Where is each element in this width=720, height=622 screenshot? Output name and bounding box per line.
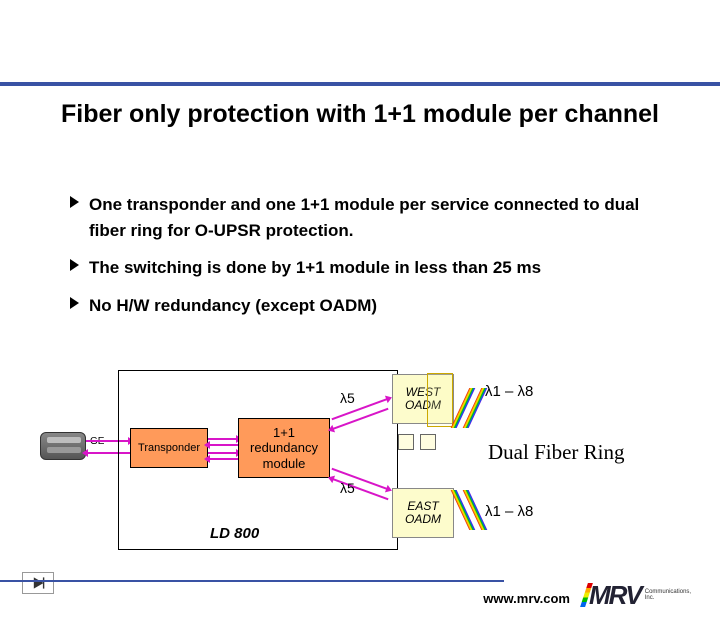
lambda-label: λ5: [340, 390, 355, 406]
mrv-logo: MRV Communications, Inc.: [582, 576, 702, 614]
footer-url: www.mrv.com: [483, 591, 570, 606]
play-icon: [31, 576, 45, 590]
link-arrow: [208, 444, 238, 446]
oadm-west: WEST OADM: [392, 374, 454, 424]
link-arrow: [208, 452, 238, 454]
redundancy-module: 1+1 redundancy module: [238, 418, 330, 478]
slide-title: Fiber only protection with 1+1 module pe…: [40, 100, 680, 129]
ring-label: Dual Fiber Ring: [488, 440, 625, 465]
bullet-item: No H/W redundancy (except OADM): [70, 293, 680, 319]
title-underline: [0, 82, 720, 86]
ld800-label: LD 800: [210, 525, 259, 542]
bullet-text: One transponder and one 1+1 module per s…: [89, 192, 680, 243]
link-arrow: [208, 438, 238, 440]
network-diagram: GE Transponder 1+1 redundancy module LD …: [40, 370, 680, 570]
mux-icon: [420, 434, 436, 450]
logo-text: MRV: [589, 580, 641, 611]
lambda-range-label: λ1 – λ8: [485, 504, 533, 519]
bullet-text: The switching is done by 1+1 module in l…: [89, 255, 541, 281]
logo-subtext: Communications, Inc.: [645, 589, 702, 601]
lambda-label: λ5: [340, 480, 355, 496]
bullet-item: One transponder and one 1+1 module per s…: [70, 192, 680, 243]
bullet-icon: [70, 259, 79, 271]
next-slide-button[interactable]: [22, 572, 54, 594]
transponder-module: Transponder: [130, 428, 208, 468]
oadm-east: EAST OADM: [392, 488, 454, 538]
link-arrow: [208, 458, 238, 460]
bullet-icon: [70, 196, 79, 208]
bullet-list: One transponder and one 1+1 module per s…: [70, 192, 680, 330]
bullet-text: No H/W redundancy (except OADM): [89, 293, 377, 319]
switch-icon: [40, 432, 86, 460]
mux-icon: [398, 434, 414, 450]
bullet-icon: [70, 297, 79, 309]
lambda-range-label: λ1 – λ8: [485, 384, 533, 399]
bullet-item: The switching is done by 1+1 module in l…: [70, 255, 680, 281]
